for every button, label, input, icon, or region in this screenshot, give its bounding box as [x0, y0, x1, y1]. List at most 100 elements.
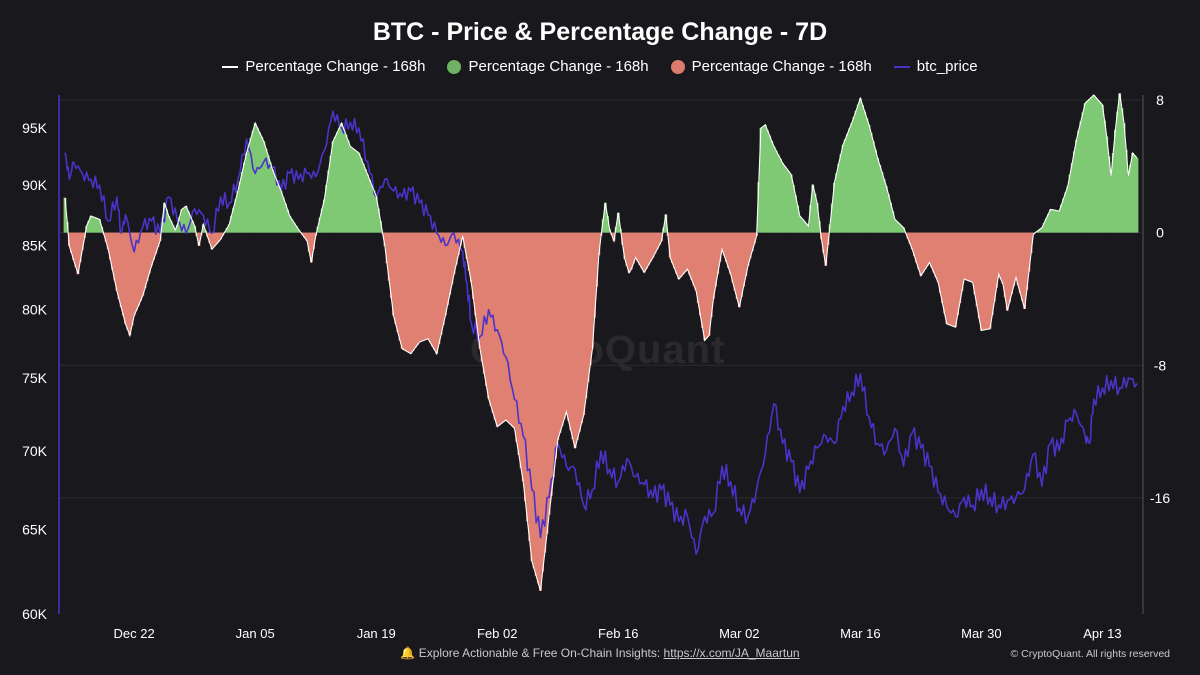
pct-bar-negative — [729, 232, 733, 275]
legend-item-btc-price[interactable]: btc_price — [893, 58, 978, 75]
pct-bar-positive — [794, 195, 797, 233]
pct-bar-negative — [977, 232, 981, 319]
pct-bar-positive — [1124, 149, 1128, 233]
pct-bar-positive — [770, 141, 774, 233]
pct-bar-positive — [193, 225, 197, 233]
pct-bar-negative — [722, 232, 726, 256]
pct-bar-negative — [733, 232, 737, 291]
pct-bar-positive — [1070, 162, 1074, 233]
pct-bar-positive — [1075, 139, 1078, 233]
pct-bar-negative — [305, 232, 309, 241]
pct-bar-positive — [759, 128, 763, 233]
x-tick-label: Feb 16 — [598, 626, 638, 641]
pct-bar-negative — [660, 232, 663, 241]
pct-bar-negative — [973, 232, 977, 295]
pct-bar-negative — [908, 232, 912, 244]
pct-bar-negative — [586, 232, 590, 382]
pct-bar-negative — [910, 232, 914, 250]
pct-bar-positive — [372, 190, 376, 233]
pct-bar-positive — [260, 136, 264, 233]
pct-bar-negative — [1012, 232, 1016, 286]
pct-bar-negative — [115, 232, 119, 291]
pct-bar-positive — [1064, 192, 1068, 233]
x-tick-label: Mar 16 — [840, 626, 880, 641]
pct-bar-negative — [653, 232, 657, 254]
pct-bar-negative — [677, 232, 681, 280]
series-lines — [64, 93, 1138, 591]
pct-bar-positive — [1088, 99, 1091, 233]
pct-bar-positive — [1072, 151, 1076, 233]
pct-bar-negative — [539, 232, 542, 591]
pct-bar-negative — [638, 232, 642, 265]
pct-bar-negative — [517, 232, 521, 455]
pct-bar-negative — [128, 232, 132, 336]
pct-bar-negative — [625, 232, 629, 266]
pct-bar-negative — [1016, 232, 1020, 286]
pct-bar-positive — [893, 219, 897, 233]
pct-bar-negative — [126, 232, 130, 330]
pct-bar-negative — [482, 232, 486, 374]
pct-bar-negative — [701, 232, 704, 328]
pct-bar-negative — [964, 232, 968, 280]
pct-bar-negative — [197, 232, 201, 246]
pct-bar-negative — [921, 232, 925, 273]
pct-bar-negative — [502, 232, 506, 422]
pct-bar-positive — [850, 123, 854, 233]
legend-item-pct-positive[interactable]: Percentage Change - 168h — [447, 58, 649, 75]
pct-bar-positive — [1129, 164, 1132, 233]
pct-bar-positive — [292, 222, 296, 233]
pct-bar-positive — [772, 146, 776, 233]
pct-bar-positive — [843, 139, 847, 233]
pct-bar-positive — [846, 133, 849, 233]
legend-item-pct-line[interactable]: Percentage Change - 168h — [222, 58, 425, 75]
pct-bar-negative — [731, 232, 735, 283]
pct-bar-negative — [147, 232, 151, 274]
pct-bar-positive — [1133, 155, 1137, 233]
pct-bar-negative — [463, 232, 467, 248]
pct-change-areas — [63, 93, 1139, 591]
pct-bar-negative — [104, 232, 108, 242]
pct-bar-negative — [670, 232, 674, 263]
pct-bar-negative — [1018, 232, 1022, 294]
twitter-link[interactable]: https://x.com/JA_Maartun — [663, 646, 800, 660]
pct-bar-negative — [724, 232, 728, 262]
x-tick-label: Apr 13 — [1083, 626, 1121, 641]
pct-bar-negative — [431, 232, 434, 347]
legend-label: Percentage Change - 168h — [691, 58, 872, 75]
pct-bar-negative — [997, 232, 1001, 275]
pct-bar-positive — [368, 179, 372, 233]
pct-bar-negative — [392, 232, 395, 316]
pct-bar-negative — [152, 232, 155, 260]
pct-bar-negative — [407, 232, 411, 353]
pct-bar-positive — [268, 162, 272, 233]
pct-bar-negative — [642, 232, 646, 273]
pct-bar-negative — [584, 232, 588, 399]
legend-swatch-purple-line — [893, 65, 910, 68]
pct-bar-negative — [74, 232, 78, 268]
pct-bar-negative — [742, 232, 746, 287]
pct-bar-negative — [106, 232, 110, 250]
pct-bar-negative — [1010, 232, 1014, 294]
pct-bar-positive — [783, 165, 787, 233]
pct-bar-negative — [988, 232, 992, 329]
pct-bar-positive — [798, 216, 802, 233]
pct-bar-negative — [657, 232, 661, 246]
x-tick-label: Feb 02 — [477, 626, 517, 641]
legend-item-pct-negative[interactable]: Percentage Change - 168h — [670, 58, 872, 75]
pct-bar-negative — [681, 232, 685, 275]
pct-bar-positive — [902, 227, 905, 233]
pct-bar-negative — [554, 232, 557, 459]
pct-bar-negative — [210, 232, 214, 250]
pct-bar-positive — [1044, 218, 1048, 233]
y-left-tick-label: 65K — [22, 521, 48, 537]
pct-bar-positive — [63, 197, 67, 233]
pct-bar-positive — [1053, 210, 1057, 233]
pct-bar-positive — [804, 223, 808, 233]
pct-bar-negative — [439, 232, 443, 335]
pct-bar-positive — [848, 128, 851, 233]
pct-bar-negative — [562, 232, 566, 419]
pct-bar-negative — [70, 232, 73, 253]
pct-bar-negative — [735, 232, 739, 299]
pct-bar-positive — [781, 162, 784, 233]
pct-bar-negative — [212, 232, 216, 247]
